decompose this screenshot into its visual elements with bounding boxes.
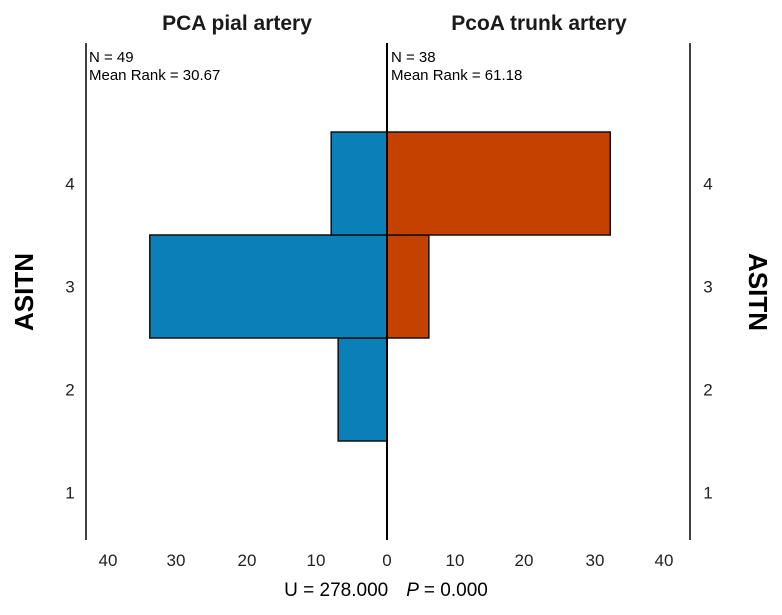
left-y-tick-label: 1 <box>65 484 74 503</box>
right-panel-title: PcoA trunk artery <box>451 12 627 35</box>
left-y-tick-label: 4 <box>65 175 74 194</box>
x-tick-label: 30 <box>586 551 605 570</box>
x-tick-label: 20 <box>515 551 534 570</box>
right-bar-asitn-3 <box>386 234 430 339</box>
left-y-tick-label: 3 <box>65 278 74 297</box>
left-n-text: N = 49 <box>89 49 134 66</box>
x-tick-label: 30 <box>167 551 186 570</box>
right-y-tick-label: 2 <box>703 381 712 400</box>
right-y-tick-label: 4 <box>703 175 712 194</box>
right-y-tick-label: 1 <box>703 484 712 503</box>
x-ticks: 40 30 20 10 0 10 20 30 40 <box>99 551 674 570</box>
left-y-axis-title: ASITN <box>9 253 39 331</box>
left-mean-rank-text: Mean Rank = 30.67 <box>89 67 220 84</box>
u-statistic: U = 278.000 <box>284 580 388 601</box>
right-mean-rank-text: Mean Rank = 61.18 <box>391 67 522 84</box>
test-statistic-footer: U = 278.000 P = 0.000 <box>284 580 488 601</box>
left-y-tick-label: 2 <box>65 381 74 400</box>
left-bar-asitn-2 <box>337 337 388 442</box>
right-y-axis-title: ASITN <box>743 253 773 331</box>
x-tick-label: 10 <box>446 551 465 570</box>
left-panel-title: PCA pial artery <box>162 12 312 35</box>
left-bar-asitn-4 <box>330 131 388 236</box>
bars-group <box>149 131 612 442</box>
x-tick-label: 40 <box>655 551 674 570</box>
left-bar-asitn-3 <box>149 234 388 339</box>
p-label: P <box>406 580 419 601</box>
left-y-ticks: 1 2 3 4 <box>65 175 74 503</box>
x-tick-label: 0 <box>382 551 391 570</box>
p-value: = 0.000 <box>424 580 488 601</box>
right-bar-asitn-4 <box>386 131 612 236</box>
right-n-text: N = 38 <box>391 49 436 66</box>
x-tick-label: 20 <box>238 551 257 570</box>
x-tick-label: 40 <box>99 551 118 570</box>
x-tick-label: 10 <box>307 551 326 570</box>
right-y-tick-label: 3 <box>703 278 712 297</box>
right-y-ticks: 1 2 3 4 <box>703 175 712 503</box>
